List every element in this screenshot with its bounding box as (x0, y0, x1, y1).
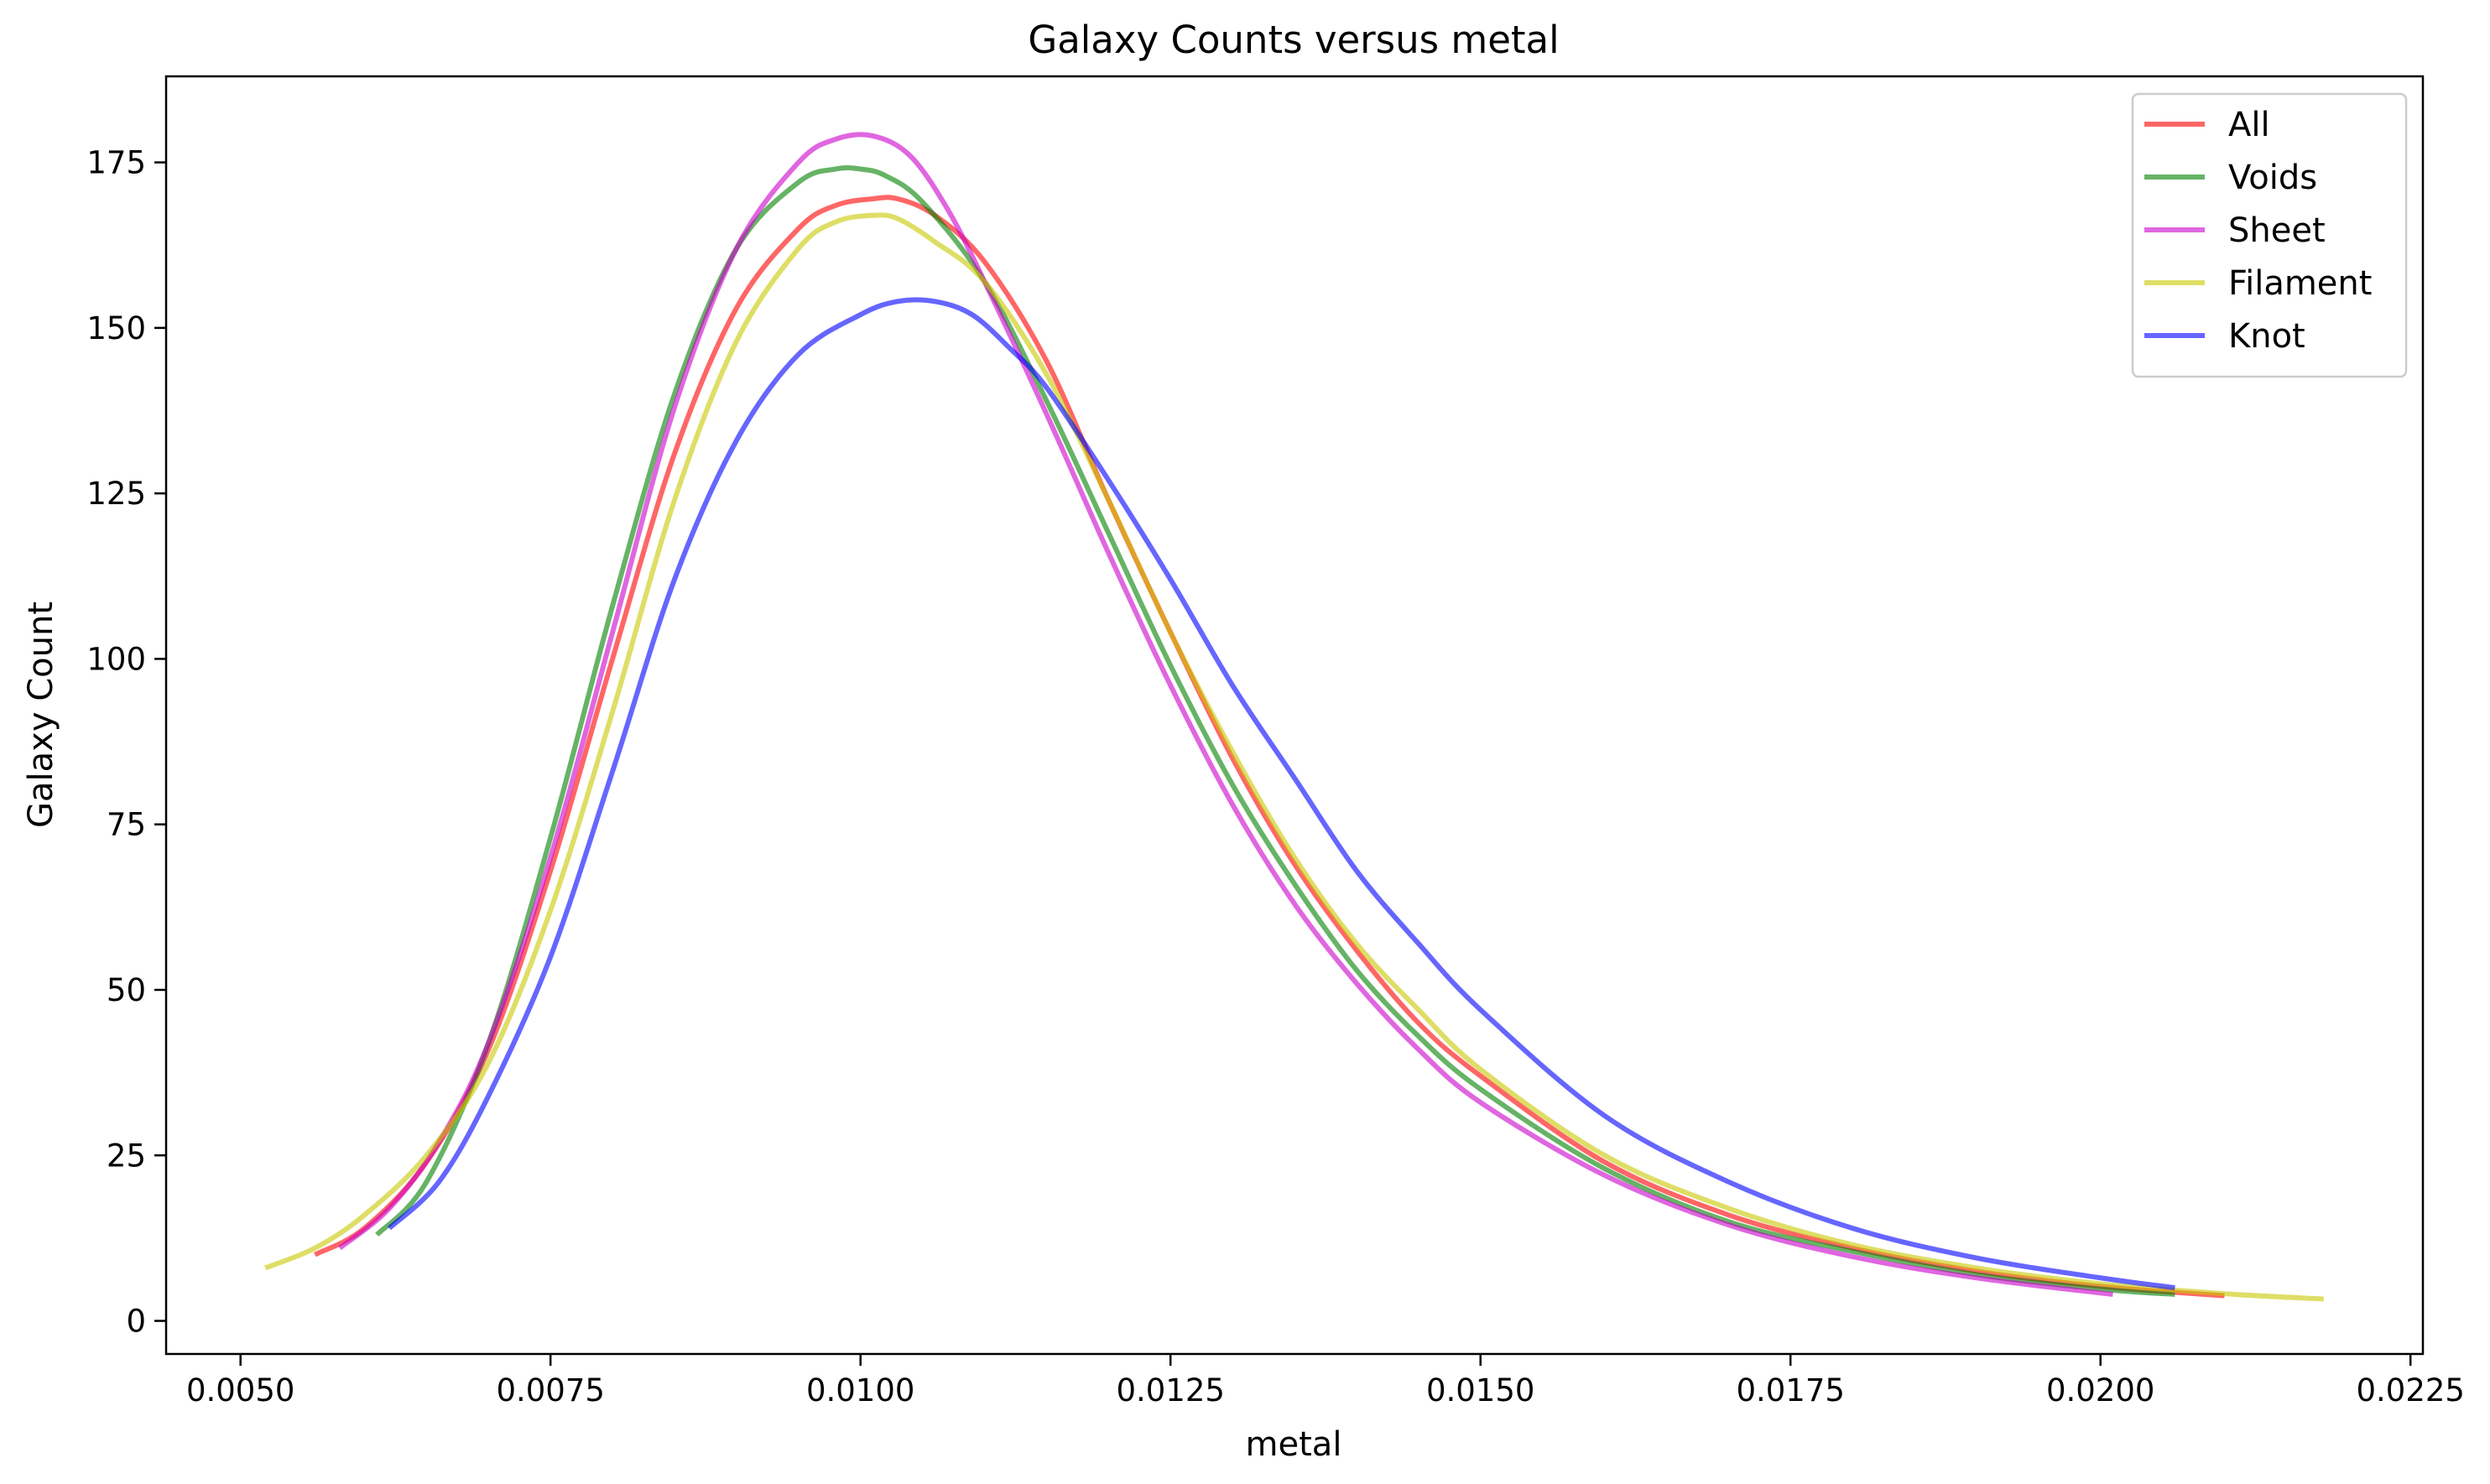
y-tick-label: 25 (107, 1138, 146, 1174)
y-axis: 0 25 50 75 100 125 150 175 (86, 145, 166, 1340)
legend-label-voids: Voids (2228, 159, 2317, 197)
y-tick-label: 50 (107, 972, 146, 1008)
x-axis: 0.0050 0.0075 0.0100 0.0125 0.0150 0.0175 0.02… (186, 1354, 2465, 1408)
legend-label-filament: Filament (2228, 264, 2372, 303)
legend-label-all: All (2228, 106, 2270, 144)
y-tick-label: 150 (86, 310, 146, 346)
y-tick-label: 100 (86, 641, 146, 677)
x-tick-label: 0.0100 (806, 1372, 914, 1408)
y-tick-label: 175 (86, 145, 146, 181)
y-tick-label: 0 (126, 1304, 146, 1340)
x-tick-label: 0.0200 (2046, 1372, 2154, 1408)
legend-label-sheet: Sheet (2228, 211, 2326, 250)
x-tick-label: 0.0075 (496, 1372, 604, 1408)
plot-area (164, 75, 2425, 1356)
x-axis-label: metal (1246, 1425, 1342, 1464)
y-tick-label: 125 (86, 476, 146, 512)
legend: All Voids Sheet Filament Knot (2131, 92, 2408, 378)
y-axis-label: Galaxy Count (22, 601, 60, 828)
chart-title: Galaxy Counts versus metal (1028, 18, 1559, 62)
x-tick-label: 0.0050 (186, 1372, 294, 1408)
x-tick-label: 0.0175 (1736, 1372, 1844, 1408)
series-line-knot (387, 297, 2175, 1291)
y-tick-label: 75 (107, 807, 146, 843)
series-line-sheet (338, 132, 2113, 1297)
legend-box (2131, 92, 2408, 378)
series-layer (264, 132, 2324, 1302)
legend-label-knot: Knot (2228, 317, 2305, 356)
plot-frame (164, 75, 2425, 1356)
series-line-all (313, 195, 2225, 1299)
x-tick-label: 0.0225 (2356, 1372, 2464, 1408)
series-line-filament (264, 212, 2324, 1302)
x-tick-label: 0.0125 (1116, 1372, 1224, 1408)
series-line-voids (375, 164, 2175, 1297)
x-tick-label: 0.0150 (1426, 1372, 1534, 1408)
